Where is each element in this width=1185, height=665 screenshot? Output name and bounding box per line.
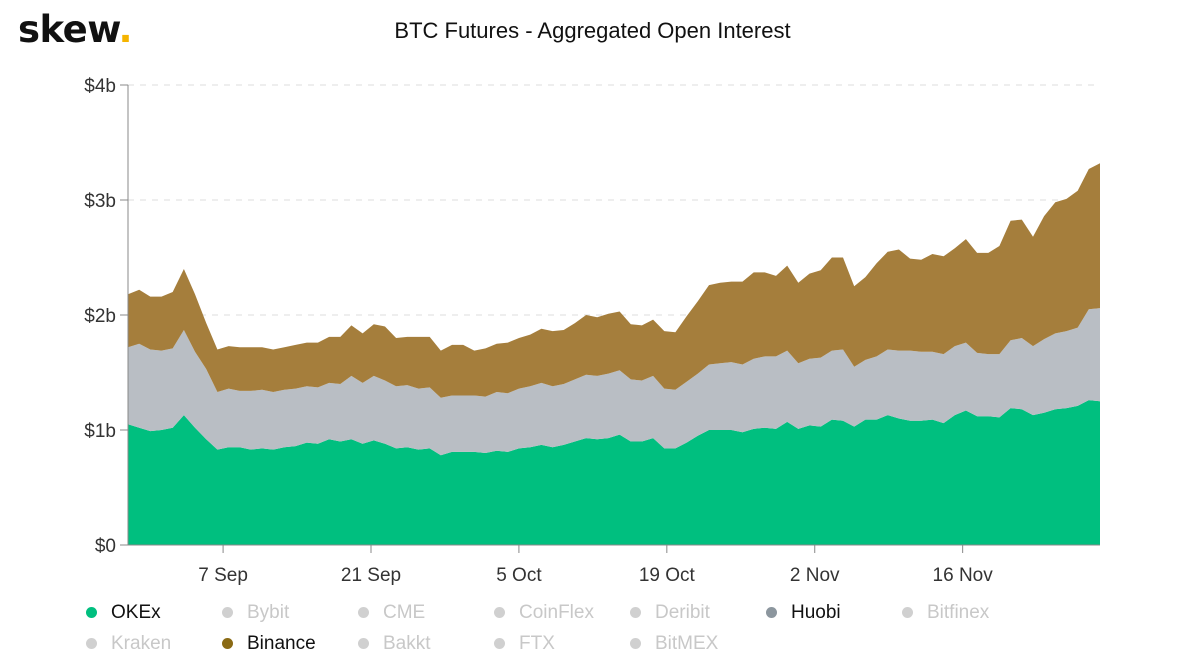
- y-tick-label: $0: [95, 536, 116, 557]
- legend-marker-icon: [222, 638, 233, 649]
- legend: OKEx Bybit CME CoinFlex Deribit Huobi Bitfinex…: [80, 597, 1080, 659]
- legend-item-cme[interactable]: CME: [352, 602, 488, 624]
- legend-item-huobi[interactable]: Huobi: [760, 602, 896, 624]
- x-tick-label: 2 Nov: [790, 565, 840, 586]
- series-area-okex: [128, 400, 1100, 545]
- legend-marker-icon: [494, 638, 505, 649]
- legend-marker-icon: [630, 607, 641, 618]
- open-interest-chart: $0 $1b $2b $3b $4b 7 Sep 21 Sep 5 Oct 19 Oct 2 N…: [84, 76, 1100, 586]
- legend-label: Bybit: [247, 601, 290, 623]
- y-tick-label: $2b: [84, 306, 116, 327]
- legend-label: Bakkt: [383, 632, 431, 654]
- y-tick-labels: $0 $1b $2b $3b $4b: [84, 76, 116, 557]
- legend-item-deribit[interactable]: Deribit: [624, 602, 760, 624]
- legend-marker-icon: [902, 607, 913, 618]
- legend-label: Deribit: [655, 601, 710, 623]
- x-tick-label: 16 Nov: [933, 565, 994, 586]
- legend-marker-icon: [86, 638, 97, 649]
- legend-item-okex[interactable]: OKEx: [80, 602, 216, 624]
- legend-item-bakkt[interactable]: Bakkt: [352, 633, 488, 655]
- legend-label: Kraken: [111, 632, 172, 654]
- x-tick-label: 5 Oct: [496, 565, 542, 586]
- legend-item-binance[interactable]: Binance: [216, 633, 352, 655]
- legend-label: Bitfinex: [927, 601, 990, 623]
- legend-item-ftx[interactable]: FTX: [488, 633, 624, 655]
- legend-label: CoinFlex: [519, 601, 594, 623]
- axes: [120, 84, 1100, 553]
- legend-label: Binance: [247, 632, 316, 654]
- legend-label: FTX: [519, 632, 555, 654]
- legend-item-bitmex[interactable]: BitMEX: [624, 633, 760, 655]
- x-tick-label: 21 Sep: [341, 565, 401, 586]
- legend-item-coinflex[interactable]: CoinFlex: [488, 602, 624, 624]
- y-tick-label: $3b: [84, 191, 116, 212]
- legend-label: CME: [383, 601, 426, 623]
- chart-title: BTC Futures - Aggregated Open Interest: [394, 18, 791, 43]
- y-tick-label: $1b: [84, 421, 116, 442]
- x-tick-labels: 7 Sep 21 Sep 5 Oct 19 Oct 2 Nov 16 Nov: [198, 565, 993, 586]
- legend-label: OKEx: [111, 601, 161, 623]
- series-area-binance: [128, 163, 1100, 398]
- stacked-areas: [128, 163, 1100, 545]
- y-tick-label: $4b: [84, 76, 116, 97]
- legend-row: OKEx Bybit CME CoinFlex Deribit Huobi Bitfinex: [80, 597, 1080, 628]
- x-tick-label: 7 Sep: [198, 565, 248, 586]
- x-tick-label: 19 Oct: [639, 565, 696, 586]
- legend-marker-icon: [358, 638, 369, 649]
- series-area-huobi: [128, 308, 1100, 456]
- legend-marker-icon: [494, 607, 505, 618]
- legend-item-bitfinex[interactable]: Bitfinex: [896, 602, 1032, 624]
- skew-logo: skew.: [18, 8, 133, 51]
- legend-marker-icon: [358, 607, 369, 618]
- legend-item-kraken[interactable]: Kraken: [80, 633, 216, 655]
- legend-marker-icon: [630, 638, 641, 649]
- legend-marker-icon: [86, 607, 97, 618]
- logo-dot: .: [118, 8, 133, 51]
- legend-item-bybit[interactable]: Bybit: [216, 602, 352, 624]
- logo-text: skew: [18, 8, 119, 51]
- legend-marker-icon: [766, 607, 777, 618]
- legend-label: Huobi: [791, 601, 841, 623]
- legend-label: BitMEX: [655, 632, 719, 654]
- legend-row: Kraken Binance Bakkt FTX BitMEX: [80, 628, 1080, 659]
- legend-marker-icon: [222, 607, 233, 618]
